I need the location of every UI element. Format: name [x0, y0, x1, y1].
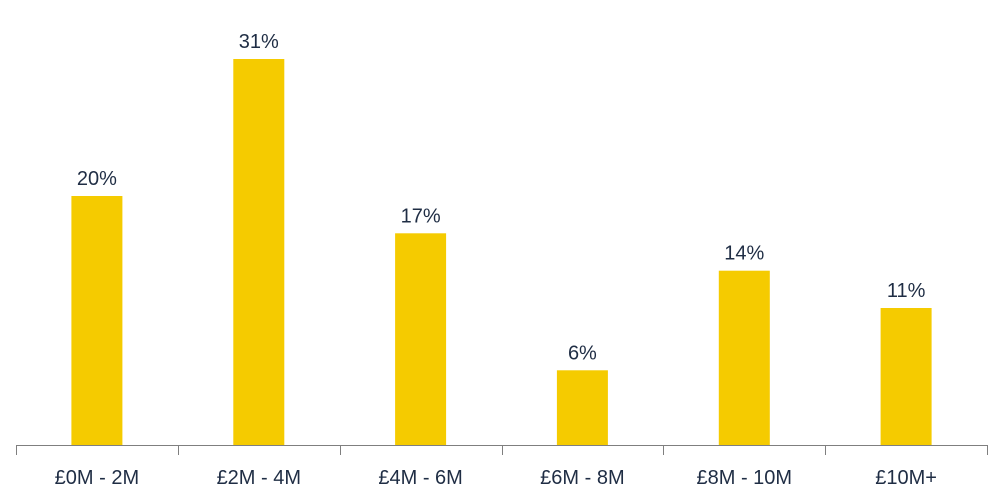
- x-axis-category-label: £6M - 8M: [540, 467, 624, 489]
- bar-value-label: 14%: [724, 243, 764, 265]
- bars-group: [71, 59, 932, 445]
- bar-value-label: 11%: [887, 280, 926, 302]
- bar-value-label: 6%: [568, 342, 597, 364]
- x-axis-ticks-group: [16, 445, 988, 455]
- bar: [395, 233, 447, 445]
- bar-value-label: 31%: [239, 31, 279, 53]
- x-axis-category-label: £10M+: [875, 467, 937, 489]
- bar: [880, 308, 932, 445]
- x-axis-labels-group: £0M - 2M £2M - 4M £4M - 6M £6M - 8M £8M - 10…: [55, 467, 937, 489]
- bar-value-label: 20%: [77, 168, 117, 190]
- value-labels-group: 20% 31% 17% 6% 14% 11%: [77, 31, 926, 364]
- x-axis-category-label: £2M - 4M: [217, 467, 301, 489]
- bar-value-label: 17%: [401, 205, 441, 227]
- bar: [71, 196, 123, 445]
- bar: [233, 59, 285, 445]
- x-axis-category-label: £8M - 10M: [697, 467, 793, 489]
- bar: [718, 270, 770, 445]
- x-axis-category-label: £0M - 2M: [55, 467, 139, 489]
- x-axis-category-label: £4M - 6M: [378, 467, 462, 489]
- bar: [556, 370, 608, 445]
